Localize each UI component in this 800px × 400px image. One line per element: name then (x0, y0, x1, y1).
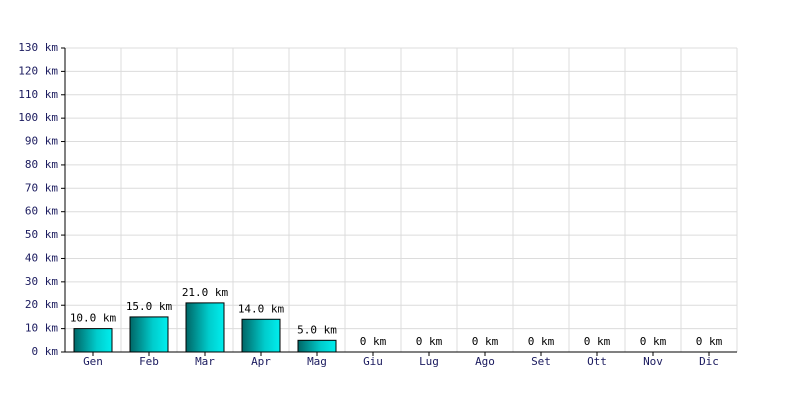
y-tick-label: 130 km (18, 41, 58, 54)
value-label: 0 km (640, 335, 667, 348)
value-label: 0 km (528, 335, 555, 348)
y-tick-label: 70 km (25, 181, 58, 194)
value-label: 14.0 km (238, 302, 285, 315)
bar (241, 318, 281, 353)
bar (129, 316, 169, 353)
value-label: 5.0 km (297, 323, 337, 336)
x-tick-label: Ago (475, 355, 495, 368)
y-tick-label: 40 km (25, 251, 58, 264)
value-label: 0 km (584, 335, 611, 348)
value-label: 0 km (696, 335, 723, 348)
value-label: 10.0 km (70, 312, 117, 325)
bar (297, 339, 337, 353)
x-tick-label: Feb (139, 355, 159, 368)
x-tick-label: Giu (363, 355, 383, 368)
y-tick-label: 60 km (25, 205, 58, 218)
x-tick-label: Gen (83, 355, 103, 368)
value-label: 0 km (472, 335, 499, 348)
x-tick-label: Apr (251, 355, 271, 368)
y-tick-label: 20 km (25, 298, 58, 311)
y-tick-label: 110 km (18, 88, 58, 101)
x-tick-label: Lug (419, 355, 439, 368)
y-tick-label: 80 km (25, 158, 58, 171)
bar (185, 302, 225, 353)
value-label: 0 km (360, 335, 387, 348)
y-tick-label: 100 km (18, 111, 58, 124)
x-tick-label: Dic (699, 355, 719, 368)
y-tick-label: 120 km (18, 64, 58, 77)
x-tick-label: Nov (643, 355, 663, 368)
y-tick-label: 50 km (25, 228, 58, 241)
y-tick-label: 30 km (25, 275, 58, 288)
y-tick-label: 10 km (25, 322, 58, 335)
x-tick-label: Mag (307, 355, 327, 368)
value-label: 0 km (416, 335, 443, 348)
y-tick-label: 0 km (32, 345, 59, 358)
bar (73, 328, 113, 353)
value-label: 15.0 km (126, 300, 173, 313)
x-tick-label: Ott (587, 355, 607, 368)
x-tick-label: Set (531, 355, 551, 368)
x-tick-label: Mar (195, 355, 215, 368)
value-label: 21.0 km (182, 286, 229, 299)
y-tick-label: 90 km (25, 135, 58, 148)
